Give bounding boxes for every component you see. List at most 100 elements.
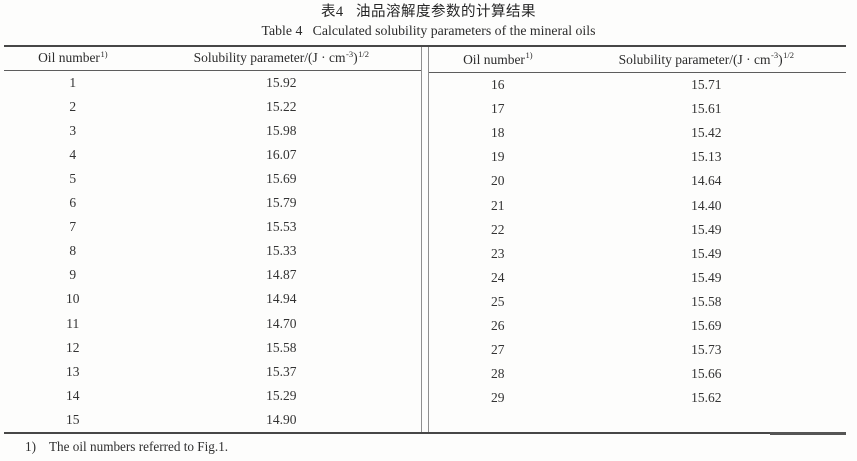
table-row: 26 15.69 <box>429 314 846 338</box>
solubility-value-cell: 15.42 <box>691 125 722 141</box>
table-footnote: 1) The oil numbers referred to Fig.1. <box>0 439 857 455</box>
oil-number-cell: 13 <box>66 363 80 379</box>
table-row: 28 15.66 <box>429 362 846 386</box>
oil-number-cell: 17 <box>491 101 505 117</box>
solubility-value-cell: 15.58 <box>691 293 722 309</box>
solubility-value-cell: 15.69 <box>266 171 297 187</box>
table-row: 5 15.69 <box>4 167 421 191</box>
footnote-marker: 1) <box>25 439 36 454</box>
oil-number-cell: 26 <box>491 317 505 333</box>
solubility-table: Oil number 1) Solubility parameter/(J · c… <box>4 45 846 435</box>
table-row: 17 15.61 <box>429 97 846 121</box>
solubility-value-cell: 14.64 <box>691 173 722 189</box>
oil-number-cell: 9 <box>69 267 77 283</box>
solubility-value-cell: 15.62 <box>691 390 722 406</box>
solubility-value-cell: 15.92 <box>266 74 297 90</box>
table-row: 29 15.62 <box>429 386 846 410</box>
solubility-value-cell: 15.66 <box>691 366 722 382</box>
oil-number-cell: 7 <box>69 219 77 235</box>
table-row: 22 15.49 <box>429 218 846 242</box>
column-divider-double-rule <box>421 47 429 432</box>
table-row: 6 15.79 <box>4 191 421 215</box>
unit-root-exponent: 1/2 <box>358 48 369 59</box>
scan-artifact-line <box>770 431 846 435</box>
oil-number-footnote-ref: 1) <box>100 48 108 59</box>
table-row: 19 15.13 <box>429 145 846 169</box>
table-row: 12 15.58 <box>4 336 421 360</box>
oil-number-cell: 1 <box>69 74 77 90</box>
solubility-value-cell: 15.58 <box>266 339 297 355</box>
solubility-value-cell: 15.61 <box>691 101 722 117</box>
oil-number-cell: 10 <box>66 291 80 307</box>
oil-number-footnote-ref: 1) <box>525 49 533 60</box>
unit-close-paren: ) <box>778 51 783 67</box>
oil-number-header-label: Oil number <box>38 50 100 66</box>
table-row: 1 15.92 <box>4 71 421 95</box>
solubility-value-cell: 15.33 <box>266 243 297 259</box>
oil-number-cell: 18 <box>491 125 505 141</box>
oil-number-cell: 20 <box>491 173 505 189</box>
unit-close-paren: ) <box>353 50 358 66</box>
oil-number-cell: 8 <box>69 243 77 259</box>
table-row: 8 15.33 <box>4 239 421 263</box>
oil-number-cell: 2 <box>69 98 77 114</box>
table-header-left: Oil number 1) Solubility parameter/(J · c… <box>4 47 421 71</box>
solubility-value-cell: 15.37 <box>266 363 297 379</box>
oil-number-cell: 23 <box>491 245 505 261</box>
table-row: 14 15.29 <box>4 384 421 408</box>
table-row: 16 15.71 <box>429 73 846 97</box>
table-row: 10 14.94 <box>4 287 421 311</box>
solubility-value-cell: 15.69 <box>691 317 722 333</box>
table-row: 23 15.49 <box>429 242 846 266</box>
table-row: 20 14.64 <box>429 169 846 193</box>
oil-number-cell: 29 <box>491 390 505 406</box>
solubility-value-cell: 15.49 <box>691 221 722 237</box>
oil-number-header-label: Oil number <box>463 51 525 67</box>
oil-number-cell: 28 <box>491 366 505 382</box>
table-row: 4 16.07 <box>4 143 421 167</box>
oil-number-cell: 4 <box>69 146 77 162</box>
table-row: 15 14.90 <box>4 408 421 432</box>
oil-number-cell: 16 <box>491 77 505 93</box>
unit-root-exponent: 1/2 <box>783 49 794 60</box>
table-title-english: Table 4 Calculated solubility parameters… <box>261 23 596 38</box>
table-row: 21 14.40 <box>429 193 846 217</box>
oil-number-cell: 24 <box>491 269 505 285</box>
solubility-value-cell: 15.13 <box>691 149 722 165</box>
table-row: 18 15.42 <box>429 121 846 145</box>
oil-number-cell: 27 <box>491 342 505 358</box>
table-row: 24 15.49 <box>429 266 846 290</box>
table-row: 25 15.58 <box>429 290 846 314</box>
oil-number-cell: 12 <box>66 339 80 355</box>
oil-number-cell: 3 <box>69 122 77 138</box>
solubility-value-cell: 16.07 <box>266 146 297 162</box>
solubility-value-cell: 14.94 <box>266 291 297 307</box>
table-header-right: Oil number 1) Solubility parameter/(J · c… <box>429 47 846 73</box>
table-row: 9 14.87 <box>4 263 421 287</box>
table-title-chinese: 表4 油品溶解度参数的计算结果 <box>320 4 537 20</box>
solubility-value-cell: 15.29 <box>266 387 297 403</box>
solubility-value-cell: 15.22 <box>266 98 297 114</box>
table-left-half: Oil number 1) Solubility parameter/(J · c… <box>4 47 421 432</box>
solubility-parameter-header-label: Solubility parameter/(J · cm <box>618 51 771 67</box>
solubility-parameter-header: Solubility parameter/(J · cm -3) 1/2 <box>142 47 421 70</box>
oil-number-cell: 19 <box>491 149 505 165</box>
solubility-value-cell: 14.70 <box>266 315 297 331</box>
table-row: 27 15.73 <box>429 338 846 362</box>
table-body-left: 1 15.92 2 15.22 3 15.98 4 16.07 5 15.69 6 15.79 7 15.… <box>4 71 421 432</box>
oil-number-cell: 22 <box>491 221 505 237</box>
footnote-text: The oil numbers referred to Fig.1. <box>49 439 229 454</box>
table-row: 2 15.22 <box>4 95 421 119</box>
oil-number-cell: 25 <box>491 293 505 309</box>
table-right-half: Oil number 1) Solubility parameter/(J · c… <box>429 47 846 432</box>
table-row: 7 15.53 <box>4 215 421 239</box>
solubility-value-cell: 15.49 <box>691 269 722 285</box>
solubility-value-cell: 14.90 <box>266 411 297 427</box>
unit-exponent: -3 <box>770 49 779 60</box>
solubility-value-cell: 15.53 <box>266 219 297 235</box>
solubility-parameter-header-label: Solubility parameter/(J · cm <box>193 50 346 66</box>
oil-number-header: Oil number 1) <box>4 47 142 70</box>
solubility-value-cell: 14.40 <box>691 197 722 213</box>
solubility-value-cell: 15.98 <box>266 122 297 138</box>
